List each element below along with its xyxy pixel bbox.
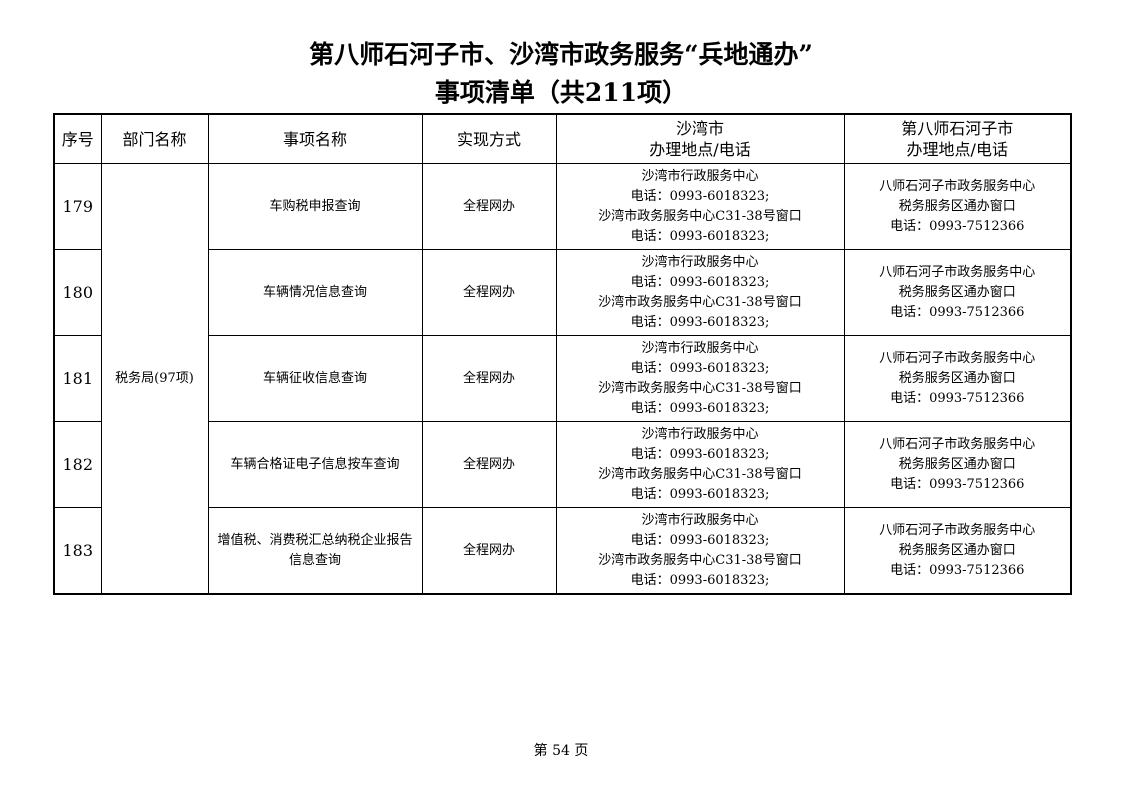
item-name: 车辆合格证电子信息按车查询 — [207, 421, 423, 508]
table-row: 180 车辆情况信息查询 全程网办 沙湾市行政服务中心 电话：0993-6018323;… — [53, 249, 1072, 336]
shawan-location-line: 电话：0993-6018323; — [630, 486, 770, 502]
shawan-location-line: 沙湾市行政服务中心 — [641, 254, 759, 270]
header-shawan-line1: 沙湾市 — [675, 119, 724, 138]
header-index: 序号 — [53, 113, 102, 164]
shawan-location-line: 电话：0993-6018323; — [630, 188, 770, 204]
shihezi-location-line: 八师石河子市政务服务中心 — [879, 178, 1036, 194]
row-index: 181 — [53, 335, 102, 422]
shawan-location-line: 沙湾市政务服务中心C31-38号窗口 — [598, 552, 802, 568]
shihezi-location-line: 税务服务区通办窗口 — [898, 456, 1016, 472]
row-index: 180 — [53, 249, 102, 336]
shihezi-location-line: 电话：0993-7512366 — [890, 476, 1025, 492]
shawan-location-line: 沙湾市政务服务中心C31-38号窗口 — [598, 380, 802, 396]
shihezi-location: 八师石河子市政务服务中心 税务服务区通办窗口 电话：0993-7512366 — [843, 421, 1072, 508]
shihezi-location-line: 八师石河子市政务服务中心 — [879, 350, 1036, 366]
shihezi-location-line: 税务服务区通办窗口 — [898, 198, 1016, 214]
shihezi-location: 八师石河子市政务服务中心 税务服务区通办窗口 电话：0993-7512366 — [843, 507, 1072, 595]
table-row: 181 车辆征收信息查询 全程网办 沙湾市行政服务中心 电话：0993-6018323;… — [53, 335, 1072, 422]
shihezi-location-line: 税务服务区通办窗口 — [898, 284, 1016, 300]
row-index: 183 — [53, 507, 102, 595]
shihezi-location-line: 电话：0993-7512366 — [890, 390, 1025, 406]
shawan-location-line: 电话：0993-6018323; — [630, 446, 770, 462]
row-index: 182 — [53, 421, 102, 508]
shawan-location-line: 电话：0993-6018323; — [630, 400, 770, 416]
item-name: 车辆情况信息查询 — [207, 249, 423, 336]
table-row: 183 增值税、消费税汇总纳税企业报告信息查询 全程网办 沙湾市行政服务中心 电话：09… — [53, 507, 1072, 595]
shawan-location-line: 电话：0993-6018323; — [630, 228, 770, 244]
method: 全程网办 — [421, 335, 557, 422]
shawan-location: 沙湾市行政服务中心 电话：0993-6018323; 沙湾市政务服务中心C31-38… — [555, 335, 845, 422]
shihezi-location-line: 税务服务区通办窗口 — [898, 542, 1016, 558]
header-shawan: 沙湾市办理地点/电话 — [555, 113, 845, 164]
shawan-location: 沙湾市行政服务中心 电话：0993-6018323; 沙湾市政务服务中心C31-38… — [555, 421, 845, 508]
shawan-location: 沙湾市行政服务中心 电话：0993-6018323; 沙湾市政务服务中心C31-38… — [555, 249, 845, 336]
header-item: 事项名称 — [207, 113, 423, 164]
header-department: 部门名称 — [100, 113, 209, 164]
header-shihezi-line1: 第八师石河子市 — [901, 119, 1014, 138]
shihezi-location-line: 电话：0993-7512366 — [890, 304, 1025, 320]
shihezi-location-line: 电话：0993-7512366 — [890, 218, 1025, 234]
shawan-location-line: 电话：0993-6018323; — [630, 572, 770, 588]
shawan-location-line: 沙湾市行政服务中心 — [641, 340, 759, 356]
header-shihezi: 第八师石河子市 办理地点/电话 — [843, 113, 1072, 164]
method: 全程网办 — [421, 249, 557, 336]
shihezi-location: 八师石河子市政务服务中心 税务服务区通办窗口 电话：0993-7512366 — [843, 249, 1072, 336]
item-name: 车购税申报查询 — [207, 163, 423, 250]
shihezi-location-line: 八师石河子市政务服务中心 — [879, 264, 1036, 280]
item-name: 车辆征收信息查询 — [207, 335, 423, 422]
department-cell: 税务局(97项) — [100, 163, 209, 595]
shawan-location-line: 沙湾市行政服务中心 — [641, 168, 759, 184]
shawan-location-line: 电话：0993-6018323; — [630, 314, 770, 330]
shawan-location-line: 沙湾市政务服务中心C31-38号窗口 — [598, 466, 802, 482]
shihezi-location-line: 八师石河子市政务服务中心 — [879, 436, 1036, 452]
shawan-location-line: 电话：0993-6018323; — [630, 360, 770, 376]
shawan-location-line: 沙湾市政务服务中心C31-38号窗口 — [598, 208, 802, 224]
shihezi-location-line: 八师石河子市政务服务中心 — [879, 522, 1036, 538]
table-header-row: 序号 部门名称 事项名称 实现方式 沙湾市 办理地点/电话 第八师石河子市 办理地点… — [53, 113, 1072, 164]
page-number: 第 54 页 — [533, 743, 589, 759]
table-row: 182 车辆合格证电子信息按车查询 全程网办 沙湾市行政服务中心 电话：0993-601… — [53, 421, 1072, 508]
item-name: 增值税、消费税汇总纳税企业报告信息查询 — [207, 507, 423, 595]
shawan-location-line: 电话：0993-6018323; — [630, 532, 770, 548]
shihezi-location: 八师石河子市政务服务中心 税务服务区通办窗口 电话：0993-7512366 — [843, 335, 1072, 422]
document-title-line2: 事项清单（共211项） — [434, 78, 688, 107]
document-title-line1: 第八师石河子市、沙湾市政务服务“兵地通办” — [309, 40, 813, 69]
method: 全程网办 — [421, 507, 557, 595]
header-method: 实现方式 — [421, 113, 557, 164]
shawan-location: 沙湾市行政服务中心 电话：0993-6018323; 沙湾市政务服务中心C31-38… — [555, 163, 845, 250]
method: 全程网办 — [421, 163, 557, 250]
table-row: 179 税务局(97项) 车购税申报查询 全程网办 沙湾市行政服务中心 电话：0993-6… — [53, 163, 1072, 595]
header-shawan-line2: 办理地点/电话 — [649, 140, 751, 159]
header-shihezi-line2: 办理地点/电话 — [906, 140, 1008, 159]
items-table: 序号 部门名称 事项名称 实现方式 沙湾市 办理地点/电话 第八师石河子市 办理地点… — [53, 113, 1072, 595]
shihezi-location-line: 税务服务区通办窗口 — [898, 370, 1016, 386]
row-index: 179 — [53, 163, 102, 250]
method: 全程网办 — [421, 421, 557, 508]
shihezi-location: 八师石河子市政务服务中心 税务服务区通办窗口 电话：0993-7512366 — [843, 163, 1072, 250]
shawan-location-line: 电话：0993-6018323; — [630, 274, 770, 290]
shawan-location-line: 沙湾市行政服务中心 — [641, 512, 759, 528]
shawan-location-line: 沙湾市行政服务中心 — [641, 426, 759, 442]
shawan-location: 沙湾市行政服务中心 电话：0993-6018323; 沙湾市政务服务中心C31-38… — [555, 507, 845, 595]
shihezi-location-line: 电话：0993-7512366 — [890, 562, 1025, 578]
shawan-location-line: 沙湾市政务服务中心C31-38号窗口 — [598, 294, 802, 310]
